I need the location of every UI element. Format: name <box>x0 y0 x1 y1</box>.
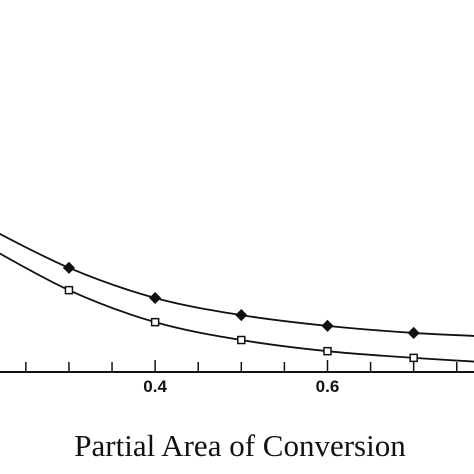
x-tick-label: 0.6 <box>316 377 340 396</box>
square-marker <box>237 335 246 345</box>
diamond-marker <box>235 309 248 322</box>
square-marker <box>409 353 418 363</box>
plot-area <box>0 232 474 363</box>
diamond-marker <box>407 326 420 340</box>
square-marker <box>323 346 332 356</box>
diamond-marker <box>62 261 76 274</box>
x-tick-label: 0.4 <box>143 377 167 396</box>
series-line <box>0 252 474 363</box>
x-axis-title: Partial Area of Conversion <box>74 428 406 463</box>
square-marker <box>150 317 160 327</box>
diamond-marker <box>149 291 162 305</box>
diamond-marker <box>321 319 334 332</box>
square-marker <box>64 285 74 295</box>
series-line <box>0 232 474 337</box>
